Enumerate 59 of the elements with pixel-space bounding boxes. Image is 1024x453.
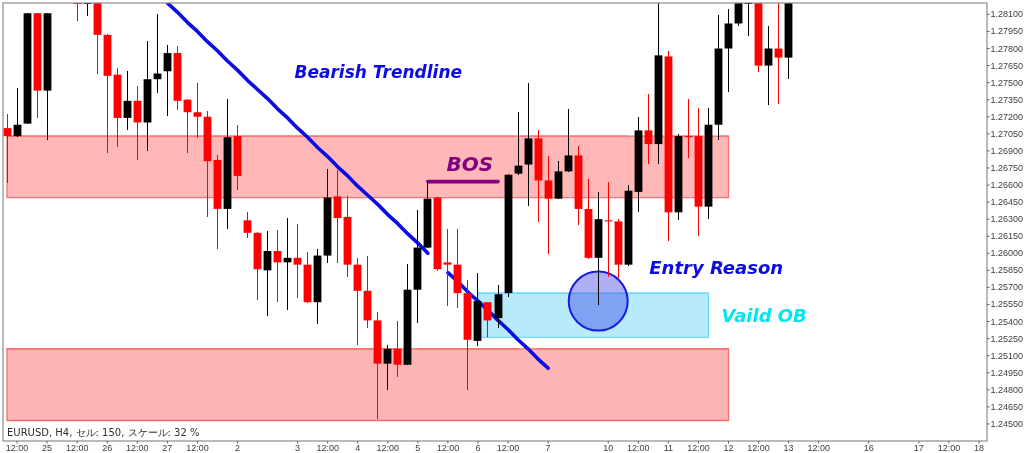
y-tick-label: 1.27950 — [990, 26, 1024, 37]
x-tick-label: 12:00 — [65, 443, 89, 453]
annotation: Bearish Trendline — [294, 61, 463, 82]
y-tick-label: 1.24500 — [990, 418, 1024, 429]
y-tick-label: 1.25400 — [990, 316, 1024, 327]
y-tick-label: 1.26000 — [990, 248, 1024, 259]
x-tick-label: 12:00 — [747, 443, 770, 453]
x-tick-label: 12:00 — [807, 443, 830, 453]
x-tick-label: 13 — [783, 443, 794, 453]
annotation: Vaild OB — [721, 305, 807, 327]
x-tick-label: 12:00 — [5, 443, 29, 453]
y-tick-label: 1.27200 — [990, 111, 1024, 122]
y-tick-label: 1.26150 — [990, 231, 1024, 242]
x-tick-label: 5 — [415, 443, 421, 453]
x-tick-label: 12:00 — [186, 443, 209, 453]
y-tick-label: 1.25250 — [990, 333, 1024, 344]
y-tick-label: 1.26300 — [990, 214, 1024, 225]
y-tick-label: 1.27350 — [990, 94, 1024, 105]
annotation: BOS — [446, 152, 494, 177]
y-tick-label: 1.25550 — [990, 299, 1024, 310]
x-tick-label: 26 — [102, 443, 113, 453]
x-tick-label: 18 — [973, 443, 984, 453]
x-tick-label: 4 — [355, 443, 361, 453]
y-tick-label: 1.25700 — [990, 282, 1024, 293]
x-tick-label: 25 — [42, 443, 53, 453]
x-tick-label: 12:00 — [316, 443, 339, 453]
y-tick-label: 1.24800 — [990, 384, 1024, 395]
y-tick-label: 1.25850 — [990, 265, 1024, 276]
y-tick-label: 1.25100 — [990, 350, 1024, 361]
y-tick-label: 1.26450 — [990, 197, 1024, 208]
y-tick-label: 1.28100 — [990, 9, 1024, 20]
x-tick-label: 11 — [663, 443, 674, 453]
x-tick-label: 2 — [234, 443, 240, 453]
x-tick-label: 12:00 — [937, 443, 961, 453]
y-tick-label: 1.27050 — [990, 128, 1024, 139]
x-tick-label: 17 — [913, 443, 924, 453]
y-tick-label: 1.26750 — [990, 162, 1024, 173]
x-tick-label: 12 — [723, 443, 734, 453]
y-tick-label: 1.24650 — [990, 401, 1024, 412]
y-tick-label: 1.27650 — [990, 60, 1024, 71]
x-tick-label: 6 — [475, 443, 481, 453]
y-tick-label: 1.26600 — [990, 180, 1024, 191]
x-tick-label: 7 — [545, 443, 551, 453]
x-tick-label: 27 — [162, 443, 173, 453]
x-tick-label: 10 — [603, 443, 614, 453]
annotation: Entry Reason — [649, 257, 784, 279]
y-tick-label: 1.26900 — [990, 145, 1024, 156]
x-tick-label: 12:00 — [496, 443, 520, 453]
x-tick-label: 16 — [863, 443, 874, 453]
y-tick-label: 1.24950 — [990, 367, 1024, 378]
x-tick-label: 3 — [295, 443, 301, 453]
y-tick-label: 1.27800 — [990, 43, 1024, 54]
x-tick-label: 12:00 — [126, 443, 149, 453]
x-tick-label: 12:00 — [436, 443, 460, 453]
x-tick-label: 12:00 — [376, 443, 400, 453]
text: EURUSD, H4, セル: 150, スケール: 32 % — [7, 426, 200, 438]
x-tick-label: 12:00 — [687, 443, 710, 453]
y-tick-label: 1.27500 — [990, 77, 1024, 88]
x-tick-label: 12:00 — [627, 443, 650, 453]
